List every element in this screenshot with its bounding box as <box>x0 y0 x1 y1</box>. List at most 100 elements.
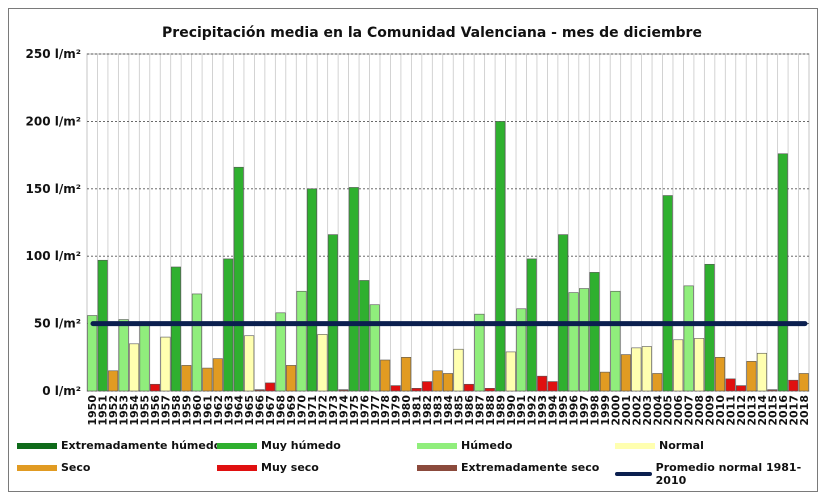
bar-1987 <box>474 313 485 392</box>
bar-2001 <box>620 354 631 392</box>
bar-1985 <box>453 348 464 392</box>
x-tick-label: 1987 <box>473 395 486 426</box>
bar-2013 <box>746 361 757 392</box>
bar-1968 <box>275 312 286 392</box>
x-tick-label: 1997 <box>578 395 591 426</box>
bar-2009 <box>704 263 715 392</box>
bar-1952 <box>108 370 119 392</box>
x-tick-label: 1972 <box>316 395 329 426</box>
bar-1953 <box>118 319 129 392</box>
bar-2005 <box>662 195 673 392</box>
grid-lines <box>86 53 810 392</box>
bar-2018 <box>798 373 809 392</box>
x-tick-label: 1971 <box>306 395 319 426</box>
y-tick-label: 50 l/m² <box>34 317 81 331</box>
bar-1956 <box>150 383 161 392</box>
x-tick-label: 1951 <box>97 395 110 426</box>
bar-1999 <box>599 371 610 392</box>
x-tick-label: 1996 <box>568 395 581 426</box>
x-tick-label: 1994 <box>547 395 560 426</box>
x-tick-label: 2002 <box>630 395 643 426</box>
y-tick-label: 100 l/m² <box>26 249 81 263</box>
legend-label: Extremadamente húmedo <box>61 439 222 452</box>
x-tick-label: 1955 <box>139 395 152 426</box>
bar-2015 <box>767 389 778 392</box>
precipitation-bar-chart: Precipitación media en la Comunidad Vale… <box>26 25 811 426</box>
x-tick-label: 1970 <box>296 395 309 426</box>
x-tick-label: 2008 <box>693 395 706 426</box>
legend-label: Normal <box>659 439 704 452</box>
legend-item-muy-seco: Muy seco <box>217 461 319 474</box>
x-tick-label: 1958 <box>170 395 183 426</box>
x-tick-label: 1965 <box>243 395 256 426</box>
x-tick-label: 1983 <box>432 395 445 426</box>
x-tick-label: 1975 <box>348 395 361 426</box>
bar-1993 <box>537 375 548 392</box>
bar-1977 <box>369 304 380 392</box>
bar-1959 <box>181 365 192 392</box>
x-tick-label: 2012 <box>735 395 748 426</box>
legend-item-extremadamente-seco: Extremadamente seco <box>417 461 599 474</box>
x-tick-label: 1986 <box>463 395 476 426</box>
x-tick-label: 2015 <box>766 395 779 426</box>
chart-frame: Precipitación media en la Comunidad Vale… <box>8 8 818 492</box>
bar-1979 <box>390 385 401 392</box>
x-tick-label: 1953 <box>118 395 131 426</box>
legend-swatch <box>417 442 457 449</box>
bar-1983 <box>432 370 443 392</box>
x-tick-label: 2005 <box>662 395 675 426</box>
legend-item-muy-humedo: Muy húmedo <box>217 439 341 452</box>
y-axis: 0 l/m² 50 l/m² 100 l/m² 150 l/m² 200 l/m² 250… <box>26 47 81 398</box>
x-tick-label: 1980 <box>400 395 413 426</box>
x-tick-label: 1950 <box>86 395 99 426</box>
bars-group <box>87 121 809 392</box>
x-tick-label: 2010 <box>714 395 727 426</box>
legend-swatch <box>217 464 257 471</box>
bar-1990 <box>505 351 516 392</box>
bar-1957 <box>160 336 171 392</box>
bar-1988 <box>484 388 495 392</box>
x-tick-label: 1974 <box>337 395 350 426</box>
x-tick-label: 2003 <box>641 395 654 426</box>
legend-label: Húmedo <box>461 439 513 452</box>
x-tick-label: 1961 <box>201 395 214 426</box>
x-tick-label: 2009 <box>704 395 717 426</box>
bar-1960 <box>191 293 202 392</box>
y-tick-label: 150 l/m² <box>26 182 81 196</box>
x-tick-label: 1982 <box>421 395 434 426</box>
x-tick-label: 1964 <box>233 395 246 426</box>
legend-label: Promedio normal 1981-2010 <box>655 461 802 487</box>
bar-2017 <box>788 379 799 392</box>
x-tick-label: 2011 <box>725 395 738 426</box>
x-tick-label: 1956 <box>149 395 162 426</box>
bar-1986 <box>463 383 474 392</box>
bar-1974 <box>338 389 349 392</box>
bar-1958 <box>170 266 181 392</box>
x-tick-label: 1968 <box>275 395 288 426</box>
bar-2010 <box>715 356 726 392</box>
bar-2007 <box>683 285 694 392</box>
x-tick-label: 2007 <box>683 395 696 426</box>
x-tick-label: 1959 <box>180 395 193 426</box>
legend-item-seco: Seco <box>17 461 90 474</box>
bar-1989 <box>495 121 506 392</box>
legend-item-normal: Normal <box>615 439 704 452</box>
bar-1981 <box>411 388 422 392</box>
x-tick-label: 2006 <box>672 395 685 426</box>
legend-item-humedo: Húmedo <box>417 439 512 452</box>
x-tick-label: 1999 <box>599 395 612 426</box>
bar-1978 <box>380 359 391 392</box>
bar-1975 <box>348 187 359 392</box>
bar-1950 <box>87 315 98 392</box>
bar-2008 <box>694 338 705 392</box>
x-tick-label: 2014 <box>756 395 769 426</box>
x-tick-label: 1973 <box>327 395 340 426</box>
x-tick-label: 2001 <box>620 395 633 426</box>
bar-1969 <box>286 365 297 392</box>
x-tick-label: 1962 <box>212 395 225 426</box>
x-tick-label: 1989 <box>494 395 507 426</box>
legend-label: Muy húmedo <box>261 439 341 452</box>
bar-2002 <box>631 347 642 392</box>
x-tick-label: 1993 <box>536 395 549 426</box>
bar-1984 <box>442 373 454 392</box>
